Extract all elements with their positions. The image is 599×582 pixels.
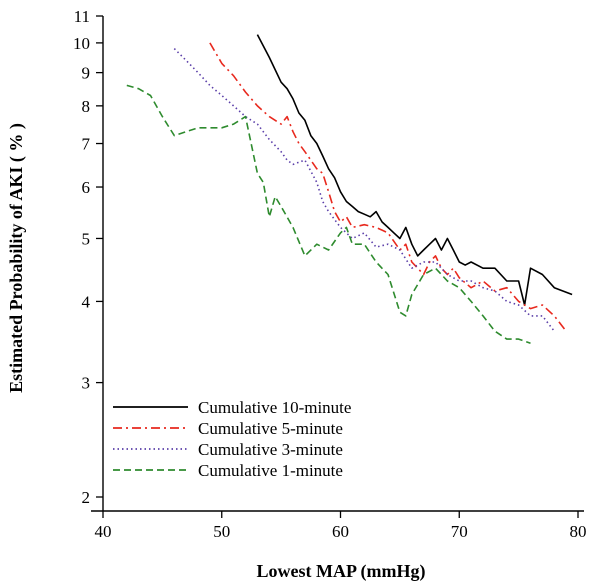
axes: 2 3 4 5 6 7 8 9 10 11 40 50 60 70 80 bbox=[73, 7, 587, 541]
y-tick-label: 2 bbox=[82, 488, 91, 507]
x-tick-label: 60 bbox=[332, 522, 349, 541]
x-axis-label: Lowest MAP (mmHg) bbox=[257, 561, 426, 582]
y-tick-label: 11 bbox=[74, 7, 90, 26]
x-tick-label: 50 bbox=[213, 522, 230, 541]
legend-label-3: Cumulative 3-minute bbox=[198, 440, 343, 459]
legend: Cumulative 10-minute Cumulative 5-minute C… bbox=[113, 398, 351, 480]
y-tick-label: 6 bbox=[82, 178, 91, 197]
y-tick-label: 7 bbox=[82, 135, 91, 154]
y-tick-label: 3 bbox=[82, 374, 91, 393]
series-line-3 bbox=[173, 48, 555, 332]
series-line-4 bbox=[126, 84, 531, 344]
series-group bbox=[126, 34, 573, 344]
y-axis-label: Estimated Probability of AKI ( % ) bbox=[6, 123, 27, 393]
x-tick-label: 80 bbox=[570, 522, 587, 541]
series-line-2 bbox=[209, 42, 567, 332]
y-tick-label: 9 bbox=[82, 64, 91, 83]
y-tick-label: 4 bbox=[82, 292, 91, 311]
series-line-1 bbox=[256, 34, 573, 306]
x-tick-label: 40 bbox=[95, 522, 112, 541]
x-tick-label: 70 bbox=[451, 522, 468, 541]
y-tick-label: 8 bbox=[82, 97, 91, 116]
y-tick-label: 10 bbox=[73, 34, 90, 53]
legend-label-1: Cumulative 10-minute bbox=[198, 398, 351, 417]
y-tick-label: 5 bbox=[82, 229, 91, 248]
legend-label-2: Cumulative 5-minute bbox=[198, 419, 343, 438]
legend-label-4: Cumulative 1-minute bbox=[198, 461, 343, 480]
